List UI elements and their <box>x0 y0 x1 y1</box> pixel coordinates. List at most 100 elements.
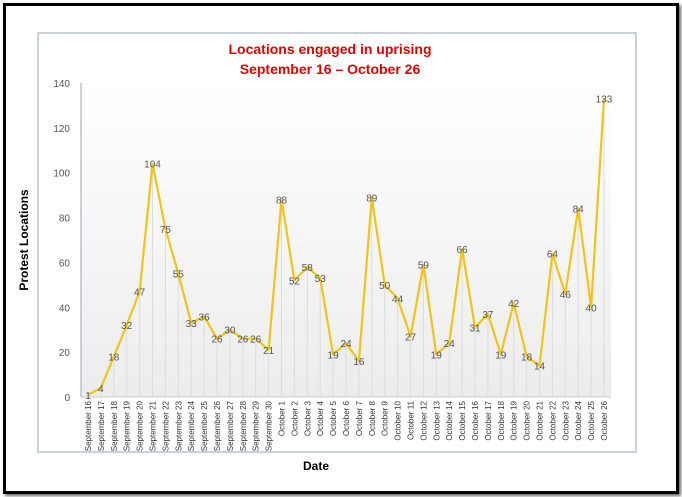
x-tick-label: October 21 <box>536 400 545 440</box>
data-label: 32 <box>121 321 133 332</box>
x-tick-label: October 10 <box>394 400 403 440</box>
x-tick-label: September 19 <box>123 400 132 451</box>
data-label: 133 <box>596 95 613 106</box>
data-label: 26 <box>211 335 223 346</box>
x-tick-label: October 4 <box>316 400 325 436</box>
data-label: 36 <box>199 312 211 323</box>
x-tick-label: September 23 <box>174 400 183 451</box>
data-label: 42 <box>508 299 520 310</box>
data-label: 66 <box>457 245 469 256</box>
x-tick-label: October 3 <box>303 400 312 436</box>
data-point <box>125 324 128 327</box>
data-point <box>435 353 438 356</box>
data-label: 52 <box>289 276 301 287</box>
x-tick-label: September 26 <box>213 400 222 451</box>
data-point <box>138 290 141 293</box>
data-point <box>164 227 167 230</box>
data-point <box>293 279 296 282</box>
data-point <box>590 306 593 309</box>
data-label: 37 <box>482 310 494 321</box>
data-label: 55 <box>173 270 185 281</box>
x-tick-label: September 24 <box>187 400 196 451</box>
data-label: 88 <box>276 196 288 207</box>
x-tick-label: October 1 <box>278 400 287 436</box>
data-point <box>461 247 464 250</box>
data-label: 24 <box>340 339 352 350</box>
data-label: 14 <box>534 362 546 373</box>
image-frame <box>3 3 679 494</box>
data-point <box>512 301 515 304</box>
y-tick-label: 40 <box>59 303 71 314</box>
data-label: 33 <box>186 319 198 330</box>
data-point <box>306 265 309 268</box>
data-point <box>228 328 231 331</box>
data-point <box>280 198 283 201</box>
x-tick-label: October 23 <box>561 400 570 440</box>
data-label: 104 <box>144 160 161 171</box>
data-label: 1 <box>85 391 91 402</box>
x-tick-label: October 8 <box>368 400 377 436</box>
y-tick-label: 120 <box>53 124 70 135</box>
data-label: 30 <box>224 326 236 337</box>
x-tick-label: September 21 <box>149 400 158 451</box>
x-tick-label: October 25 <box>587 400 596 440</box>
data-label: 16 <box>353 357 365 368</box>
y-tick-label: 100 <box>53 169 70 180</box>
data-label: 89 <box>366 193 378 204</box>
data-point <box>267 348 270 351</box>
data-point <box>357 360 360 363</box>
x-tick-label: October 17 <box>484 400 493 440</box>
x-tick-label: September 27 <box>226 400 235 451</box>
data-point <box>564 292 567 295</box>
data-label: 27 <box>405 332 417 343</box>
x-tick-label: September 22 <box>161 400 170 451</box>
data-label: 40 <box>586 303 598 314</box>
x-tick-label: October 11 <box>407 400 416 440</box>
data-point <box>87 393 89 396</box>
x-axis-label: Date <box>303 459 329 473</box>
chart-title: Locations engaged in uprising <box>228 41 431 57</box>
x-tick-label: September 16 <box>84 400 93 451</box>
data-label: 58 <box>302 263 314 274</box>
data-label: 4 <box>98 384 104 395</box>
y-tick-label: 0 <box>64 393 70 404</box>
data-label: 46 <box>560 290 572 301</box>
data-point <box>383 283 386 286</box>
x-tick-label: October 7 <box>355 400 364 436</box>
y-tick-label: 60 <box>59 258 71 269</box>
y-tick-label: 80 <box>59 214 71 225</box>
x-tick-label: October 16 <box>471 400 480 440</box>
x-tick-label: October 22 <box>548 400 557 440</box>
data-point <box>203 315 206 318</box>
data-label: 18 <box>521 353 533 364</box>
data-label: 64 <box>547 249 559 260</box>
data-label: 26 <box>237 335 249 346</box>
data-label: 19 <box>328 350 340 361</box>
x-tick-label: September 17 <box>97 400 106 451</box>
data-point <box>241 337 244 340</box>
data-point <box>486 313 489 316</box>
x-tick-label: September 25 <box>200 400 209 451</box>
x-tick-label: October 18 <box>497 400 506 440</box>
data-label: 21 <box>263 346 275 357</box>
data-point <box>177 272 180 275</box>
data-label: 50 <box>379 281 391 292</box>
data-label: 19 <box>495 350 507 361</box>
data-point <box>577 207 580 210</box>
x-tick-label: September 20 <box>136 400 145 451</box>
x-tick-label: October 14 <box>445 400 454 440</box>
data-label: 84 <box>573 205 585 216</box>
data-point <box>345 342 347 345</box>
data-point <box>99 387 102 390</box>
data-point <box>603 97 605 100</box>
data-point <box>396 297 399 300</box>
chart-subtitle: September 16 – October 26 <box>240 61 421 77</box>
x-tick-label: October 12 <box>419 400 428 440</box>
data-label: 44 <box>392 294 404 305</box>
x-tick-label: October 20 <box>523 400 532 440</box>
x-tick-label: October 26 <box>600 400 609 440</box>
data-point <box>254 337 257 340</box>
data-point <box>190 321 193 324</box>
data-label: 47 <box>134 288 146 299</box>
